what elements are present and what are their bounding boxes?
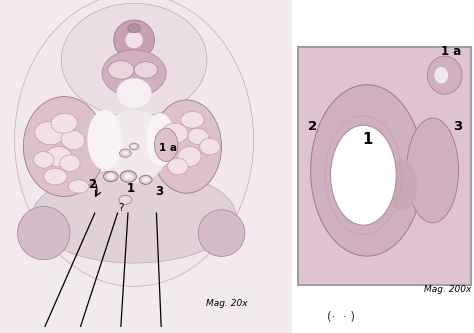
Ellipse shape bbox=[34, 152, 54, 168]
Text: 2: 2 bbox=[88, 178, 97, 191]
Bar bbox=[0, 0, 292, 333]
Ellipse shape bbox=[69, 180, 89, 193]
Ellipse shape bbox=[99, 110, 169, 183]
Text: 1: 1 bbox=[362, 132, 373, 148]
Circle shape bbox=[103, 171, 118, 181]
Ellipse shape bbox=[146, 113, 175, 166]
Circle shape bbox=[134, 62, 157, 78]
Text: 3: 3 bbox=[155, 185, 163, 198]
Ellipse shape bbox=[61, 130, 85, 150]
Ellipse shape bbox=[32, 170, 236, 263]
Ellipse shape bbox=[125, 32, 143, 48]
Circle shape bbox=[123, 151, 128, 155]
Circle shape bbox=[120, 171, 137, 182]
Circle shape bbox=[143, 177, 149, 182]
Circle shape bbox=[128, 24, 140, 33]
Ellipse shape bbox=[35, 122, 64, 145]
Ellipse shape bbox=[51, 113, 77, 133]
Text: 1: 1 bbox=[126, 181, 135, 195]
Circle shape bbox=[119, 149, 131, 157]
Text: 3: 3 bbox=[453, 120, 462, 133]
Ellipse shape bbox=[434, 67, 448, 84]
Circle shape bbox=[119, 195, 132, 204]
Ellipse shape bbox=[23, 97, 105, 196]
Ellipse shape bbox=[44, 168, 67, 185]
Ellipse shape bbox=[61, 3, 207, 117]
Ellipse shape bbox=[168, 158, 188, 175]
Ellipse shape bbox=[407, 118, 458, 223]
Ellipse shape bbox=[200, 138, 220, 155]
Ellipse shape bbox=[386, 159, 417, 211]
Circle shape bbox=[129, 143, 139, 150]
Ellipse shape bbox=[152, 100, 221, 193]
Ellipse shape bbox=[428, 56, 462, 94]
Circle shape bbox=[124, 173, 133, 179]
Ellipse shape bbox=[330, 125, 396, 225]
Circle shape bbox=[107, 174, 115, 179]
Text: 1 a: 1 a bbox=[159, 143, 177, 153]
Text: Mag. 20x: Mag. 20x bbox=[206, 299, 248, 308]
Ellipse shape bbox=[102, 50, 166, 97]
Ellipse shape bbox=[188, 128, 209, 145]
Ellipse shape bbox=[178, 147, 201, 166]
Ellipse shape bbox=[117, 78, 152, 108]
Circle shape bbox=[132, 145, 136, 148]
Ellipse shape bbox=[60, 155, 80, 171]
Bar bbox=[298, 47, 471, 285]
Circle shape bbox=[139, 175, 152, 184]
Ellipse shape bbox=[87, 110, 122, 170]
Bar bbox=[298, 47, 471, 285]
Text: Mag. 200x: Mag. 200x bbox=[424, 285, 472, 294]
Ellipse shape bbox=[181, 112, 204, 128]
Bar bbox=[298, 47, 471, 285]
Ellipse shape bbox=[114, 20, 155, 60]
Ellipse shape bbox=[198, 210, 245, 256]
Ellipse shape bbox=[310, 85, 423, 256]
Ellipse shape bbox=[162, 123, 188, 143]
Ellipse shape bbox=[45, 147, 72, 166]
Ellipse shape bbox=[18, 206, 70, 260]
Text: 1 a: 1 a bbox=[441, 45, 461, 58]
Text: ?: ? bbox=[118, 203, 124, 213]
Text: (·  · ): (· · ) bbox=[327, 311, 356, 324]
Circle shape bbox=[108, 61, 134, 79]
Ellipse shape bbox=[15, 0, 254, 286]
Text: 2: 2 bbox=[308, 120, 318, 133]
Ellipse shape bbox=[155, 128, 178, 162]
